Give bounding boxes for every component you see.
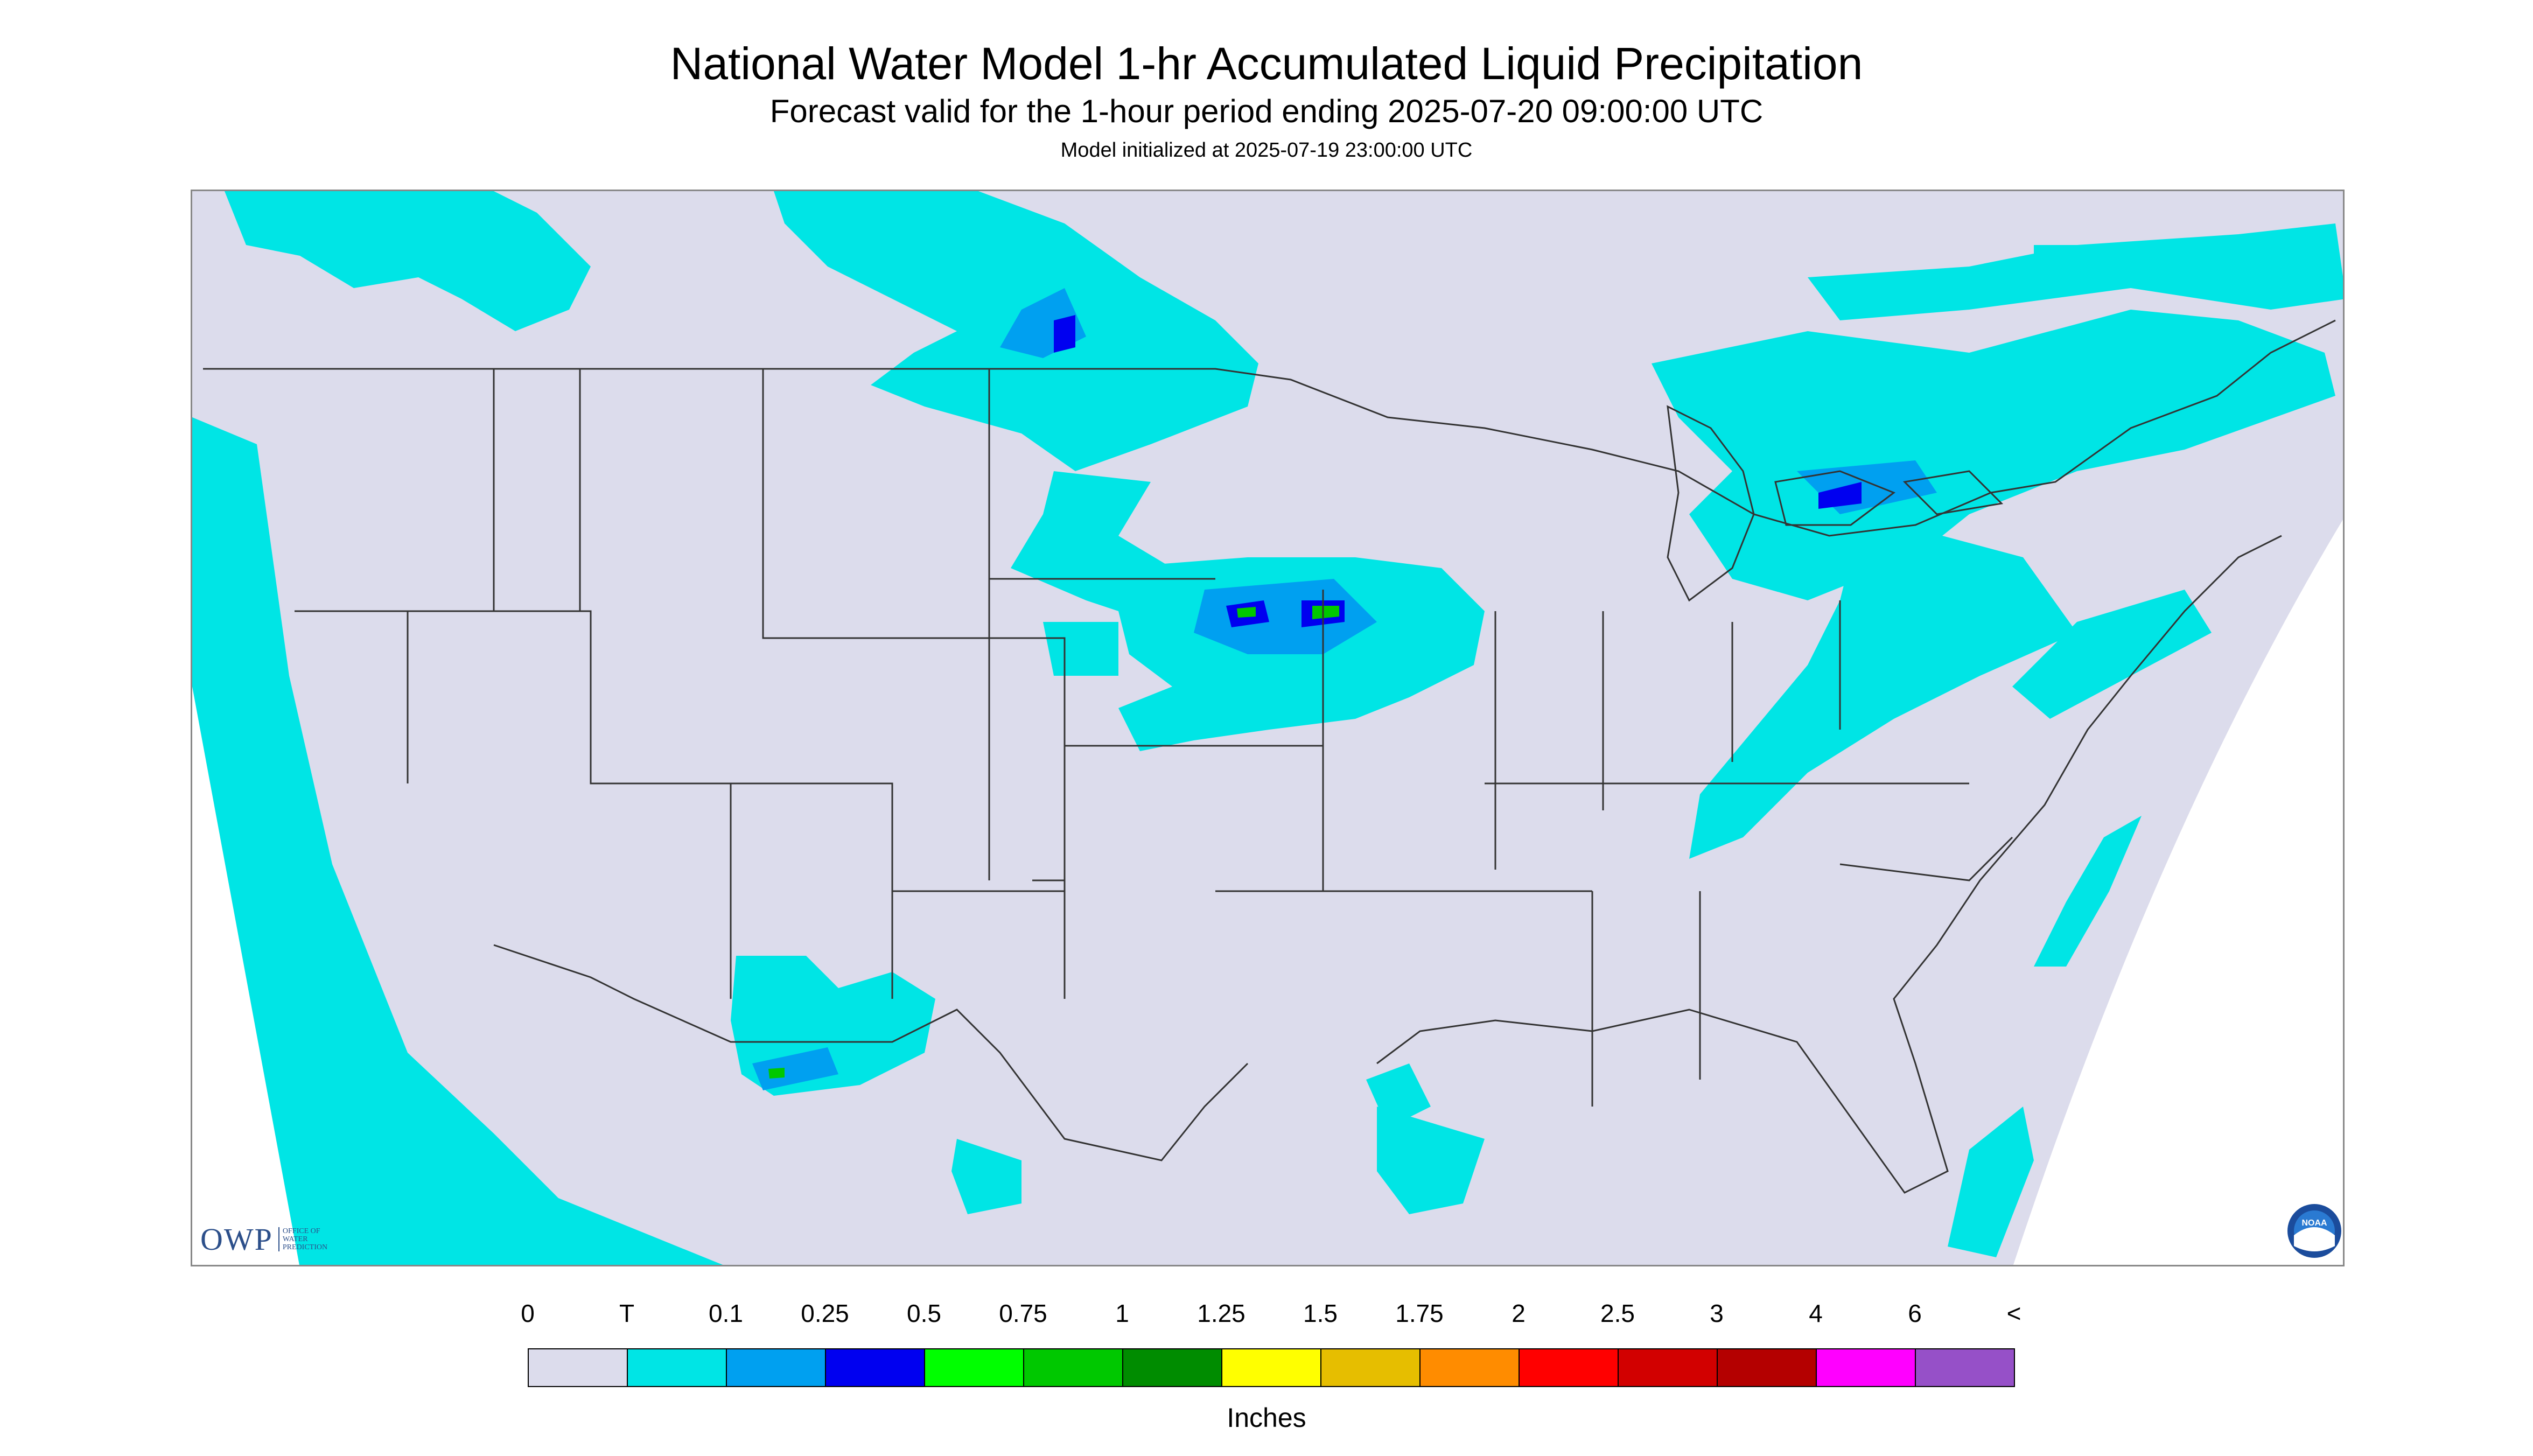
legend-label: 0.1: [709, 1299, 743, 1327]
owp-logo-mark: OWP: [200, 1221, 273, 1257]
great-lakes-northeast-precip: [1652, 310, 2335, 600]
ontario-moderate-core: [1818, 482, 1862, 509]
legend-swatch: [1619, 1349, 1718, 1386]
legend-units: Inches: [1227, 1403, 1306, 1433]
arizona-light-core: [752, 1047, 838, 1090]
mid-atlantic-precip: [2012, 590, 2212, 719]
legend-swatch: [1916, 1349, 2014, 1386]
legend-swatch: [1520, 1349, 1619, 1386]
legend-label: 1.75: [1395, 1299, 1444, 1327]
legend-swatch: [529, 1349, 628, 1386]
legend-label: 0.5: [907, 1299, 941, 1327]
legend-swatch: [727, 1349, 826, 1386]
legend-label: 3: [1710, 1299, 1724, 1327]
labrador-precip: [2034, 245, 2088, 261]
iowa-light-core: [1194, 579, 1377, 654]
pacific-precip: [192, 417, 723, 1265]
owp-logo-subtext: OFFICE OF WATER PREDICTION: [278, 1227, 331, 1251]
canada-west-precip: [225, 191, 591, 331]
owp-logo: OWP OFFICE OF WATER PREDICTION: [200, 1221, 331, 1257]
legend-label: 4: [1809, 1299, 1823, 1327]
legend-label: 1: [1115, 1299, 1129, 1327]
us-mexico-border: [493, 944, 1249, 1161]
legend-label: 0: [521, 1299, 535, 1327]
legend-labels: 0 T 0.1 0.25 0.5 0.75 1 1.25 1.5 1.75 2 2.5 3 4 6 <: [0, 1299, 2533, 1336]
legend-swatch: [1024, 1349, 1123, 1386]
east-gulf-coastline: [1376, 535, 2282, 1194]
atlantic-offshore-precip: [2034, 816, 2142, 967]
noaa-logo: NOAA: [2286, 1203, 2342, 1262]
legend-swatch: [1718, 1349, 1817, 1386]
precipitation-color-scale: [528, 1348, 2015, 1387]
legend-swatch: [1123, 1349, 1222, 1386]
iowa-heavy-core: [1312, 606, 1339, 619]
legend-label: <: [2006, 1299, 2021, 1327]
noaa-emblem-icon: NOAA: [2287, 1204, 2341, 1258]
legend-swatch: [925, 1349, 1024, 1386]
map-canvas: [192, 191, 2343, 1265]
nebraska-heavy-core: [1237, 607, 1256, 618]
quebec-precip: [1808, 223, 2343, 320]
noaa-emblem-text: NOAA: [2301, 1219, 2327, 1228]
legend-label: T: [619, 1299, 635, 1327]
political-borders: [203, 319, 2336, 1194]
great-lakes-outline: [1667, 405, 2004, 602]
map-title: National Water Model 1-hr Accumulated Li…: [670, 38, 1863, 89]
legend-label: 2.5: [1600, 1299, 1635, 1327]
heavy-precip-areas: [768, 606, 1339, 1079]
outside-domain-east: [2013, 520, 2343, 1265]
precipitation-map[interactable]: [191, 190, 2345, 1266]
legend-label: 0.75: [999, 1299, 1047, 1327]
ohio-valley-precip: [1689, 514, 2077, 859]
state-borders: [295, 369, 2013, 1107]
forecast-valid-subtitle: Forecast valid for the 1-hour period end…: [769, 93, 1764, 129]
legend-swatch: [628, 1349, 727, 1386]
legend-label: 0.25: [801, 1299, 849, 1327]
legend-swatch: [1222, 1349, 1321, 1386]
mexico-precip: [951, 1139, 1021, 1214]
nebraska-precip: [1043, 622, 1118, 676]
caribbean-precip: [1948, 1107, 2034, 1257]
legend-label: 2: [1512, 1299, 1526, 1327]
legend-swatch: [1421, 1349, 1520, 1386]
model-init-line: Model initialized at 2025-07-19 23:00:00…: [1060, 139, 1473, 162]
legend-swatch: [1321, 1349, 1421, 1386]
gulf-precip-2: [1377, 1107, 1485, 1214]
dakota-moderate-core: [1054, 315, 1075, 353]
legend-label: 1.25: [1197, 1299, 1245, 1327]
legend-label: 1.5: [1303, 1299, 1338, 1327]
arizona-heavy-core: [768, 1068, 785, 1079]
legend-swatch: [826, 1349, 925, 1386]
legend-swatch: [1817, 1349, 1916, 1386]
legend-label: 6: [1908, 1299, 1922, 1327]
